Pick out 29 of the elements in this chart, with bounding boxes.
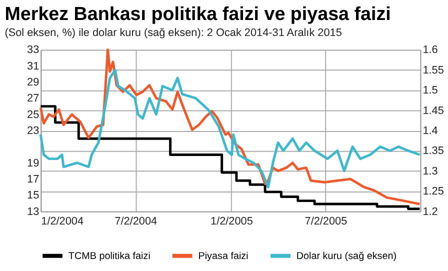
x-tick-label: 1/2/2004 — [41, 216, 84, 228]
y2-tick-label: 1.25 — [422, 186, 444, 198]
x-tick-label: 7/2/2004 — [114, 216, 158, 228]
y-tick-label: 23 — [27, 125, 40, 138]
y2-tick-label: 1.45 — [422, 104, 444, 117]
y-tick-label: 27 — [27, 92, 40, 105]
chart-subtitle: (Sol eksen, %) ile dolar kuru (sağ eksen): 2 Ocak 2014-31 Aralık 2015 — [4, 26, 342, 39]
y2-tick-label: 1.55 — [422, 64, 444, 76]
y2-tick-label: 1.2 — [422, 206, 438, 218]
x-tick-label: 7/2/2005 — [304, 216, 348, 228]
legend-label: Dolar kuru (sağ eksen) — [296, 250, 397, 262]
y-tick-label: 33 — [27, 44, 40, 56]
legend-label: TCMB politika faizi — [68, 250, 150, 262]
y2-tick-label: 1.3 — [422, 165, 438, 178]
y-tick-label: 17 — [27, 173, 40, 186]
x-tick-label: 1/2/2005 — [210, 216, 253, 228]
y2-tick-label: 1.5 — [422, 84, 438, 97]
y-tick-label: 13 — [27, 206, 40, 218]
y-tick-label: 29 — [27, 76, 40, 89]
y-tick-label: 15 — [27, 190, 40, 202]
y2-tick-label: 1.6 — [422, 44, 438, 56]
line-series — [39, 68, 421, 188]
y2-tick-label: 1.4 — [422, 125, 438, 138]
chart-title: Merkez Bankası politika faizi ve piyasa faizi — [4, 3, 391, 24]
y-tick-label: 31 — [27, 60, 40, 72]
y-tick-label: 19 — [27, 157, 40, 170]
y2-tick-label: 1.35 — [422, 145, 444, 158]
legend-label: Piyasa faizi — [198, 250, 248, 262]
y-tick-label: 25 — [27, 108, 40, 121]
